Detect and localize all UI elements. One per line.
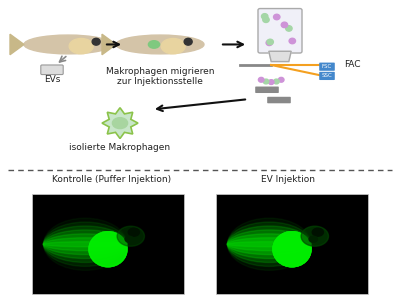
Ellipse shape (43, 226, 127, 262)
Ellipse shape (273, 232, 311, 267)
Text: isolierte Makrophagen: isolierte Makrophagen (70, 142, 170, 152)
Circle shape (263, 17, 269, 22)
Ellipse shape (228, 226, 311, 262)
Circle shape (281, 22, 288, 28)
Circle shape (289, 38, 296, 44)
Polygon shape (32, 194, 184, 294)
Ellipse shape (24, 35, 112, 54)
Ellipse shape (43, 218, 127, 270)
Circle shape (309, 236, 318, 242)
Circle shape (125, 236, 134, 242)
Circle shape (286, 26, 292, 31)
Ellipse shape (301, 226, 328, 246)
Ellipse shape (273, 232, 311, 267)
FancyBboxPatch shape (255, 86, 279, 93)
Ellipse shape (116, 35, 204, 54)
Ellipse shape (89, 232, 127, 267)
Text: SSC: SSC (322, 74, 332, 78)
Ellipse shape (89, 232, 127, 267)
Text: EVs: EVs (44, 75, 60, 84)
Ellipse shape (273, 232, 311, 267)
Ellipse shape (273, 232, 311, 267)
Ellipse shape (228, 238, 311, 251)
Text: EV Injektion: EV Injektion (261, 175, 315, 184)
Ellipse shape (43, 238, 127, 251)
Circle shape (267, 39, 273, 45)
Ellipse shape (161, 38, 185, 54)
FancyBboxPatch shape (258, 8, 302, 53)
Circle shape (312, 228, 324, 236)
Polygon shape (269, 51, 291, 62)
Circle shape (274, 79, 279, 84)
Polygon shape (216, 194, 368, 294)
Polygon shape (10, 34, 24, 55)
Text: FSC: FSC (322, 64, 332, 69)
Ellipse shape (273, 232, 311, 267)
FancyBboxPatch shape (319, 63, 335, 71)
Circle shape (184, 38, 192, 45)
Ellipse shape (89, 232, 127, 267)
Text: Makrophagen migrieren
zur Injektionsstelle: Makrophagen migrieren zur Injektionsstel… (106, 67, 214, 86)
Ellipse shape (89, 232, 127, 267)
Ellipse shape (89, 232, 127, 267)
Circle shape (263, 79, 269, 84)
Ellipse shape (228, 218, 311, 270)
Ellipse shape (69, 38, 93, 54)
Ellipse shape (228, 234, 311, 255)
Ellipse shape (228, 222, 311, 266)
Ellipse shape (273, 232, 311, 267)
Ellipse shape (112, 118, 128, 129)
Circle shape (128, 228, 140, 236)
Circle shape (92, 38, 100, 45)
Ellipse shape (89, 232, 127, 267)
FancyBboxPatch shape (41, 65, 63, 75)
Polygon shape (102, 34, 116, 55)
Ellipse shape (228, 242, 311, 247)
Ellipse shape (43, 222, 127, 266)
Ellipse shape (273, 232, 311, 267)
Circle shape (266, 40, 272, 46)
Text: Kontrolle (Puffer Injektion): Kontrolle (Puffer Injektion) (52, 175, 172, 184)
Ellipse shape (117, 226, 144, 246)
Circle shape (258, 77, 264, 82)
Ellipse shape (89, 232, 127, 267)
Ellipse shape (228, 230, 311, 259)
Circle shape (278, 77, 284, 82)
Ellipse shape (43, 230, 127, 259)
Polygon shape (102, 108, 138, 139)
FancyBboxPatch shape (267, 97, 291, 103)
Ellipse shape (89, 232, 127, 267)
FancyBboxPatch shape (319, 72, 335, 80)
Circle shape (268, 80, 274, 85)
Text: FAC: FAC (344, 61, 360, 70)
Ellipse shape (43, 234, 127, 255)
Circle shape (274, 14, 280, 20)
Ellipse shape (273, 232, 311, 267)
Ellipse shape (43, 242, 127, 247)
Ellipse shape (89, 232, 127, 267)
Circle shape (262, 14, 268, 19)
Ellipse shape (273, 232, 311, 267)
Ellipse shape (148, 41, 160, 48)
